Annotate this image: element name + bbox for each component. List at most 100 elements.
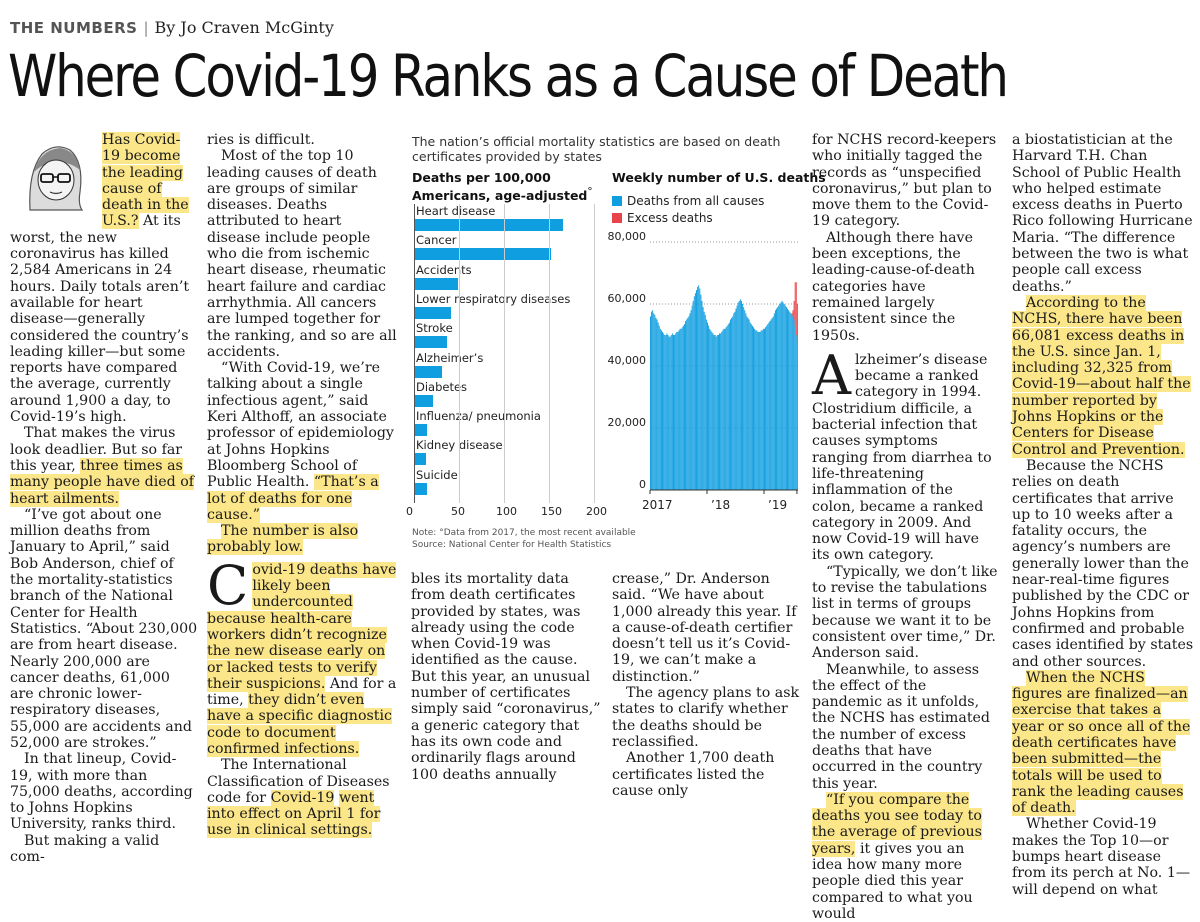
weekly-bar [683, 324, 685, 490]
weekly-bar [788, 310, 790, 490]
weekly-bar [676, 331, 678, 490]
x-tick-label: 100 [496, 505, 517, 518]
bar [414, 277, 459, 290]
weekly-bar [735, 308, 737, 490]
weekly-bar [721, 331, 723, 490]
weekly-bar [655, 317, 657, 490]
weekly-bar [767, 324, 769, 490]
weekly-bar [791, 314, 793, 490]
article-paragraph: When the NCHS figures are finalized—an e… [1012, 669, 1196, 817]
bar [414, 248, 551, 261]
weekly-bar [739, 299, 741, 490]
author-portrait-icon [29, 146, 84, 211]
weekly-bar [659, 328, 661, 490]
y-tick-label: 0 [639, 478, 646, 491]
y-tick-label: 60,000 [608, 292, 647, 305]
weekly-bar [697, 286, 699, 490]
weekly-bar [745, 313, 747, 490]
drop-cap: A [812, 343, 851, 407]
weekly-bar [650, 316, 651, 490]
weekly-bar [789, 311, 791, 490]
weekly-bar [761, 330, 763, 490]
weekly-bar [679, 328, 681, 490]
weekly-bar [744, 310, 746, 490]
weekly-bar [731, 317, 733, 490]
weekly-bar [722, 330, 724, 490]
weekly-bar [776, 308, 778, 490]
bar-label: Suicide [416, 467, 458, 482]
weekly-bar [755, 330, 757, 490]
bar [414, 336, 448, 349]
weekly-bar [778, 305, 780, 490]
weekly-bar [753, 327, 754, 490]
weekly-bar [717, 335, 719, 490]
article-paragraph: “I’ve got about one million deaths from … [10, 506, 198, 751]
gridline [504, 204, 505, 503]
left-chart-title: Deaths per 100,000 Americans, age-adjust… [412, 170, 593, 204]
weekly-bar [711, 331, 713, 490]
weekly-bar [784, 305, 786, 490]
weekly-bar [779, 304, 781, 490]
weekly-bar [708, 325, 710, 490]
weekly-bar [787, 308, 788, 490]
highlight-text: According to the NCHS, there have been 6… [1012, 294, 1191, 458]
weekly-bar [726, 325, 728, 490]
weekly-bar [716, 335, 718, 490]
weekly-bar [781, 300, 783, 490]
bar [414, 453, 426, 466]
weekly-bar [794, 325, 796, 490]
weekly-bar [747, 317, 749, 490]
weekly-bar [705, 319, 707, 490]
weekly-bar [748, 319, 750, 490]
weekly-bar [691, 305, 693, 490]
x-tick-label: 150 [541, 505, 562, 518]
weekly-bar [742, 304, 744, 490]
weekly-bar [764, 328, 765, 490]
highlight-text: When the NCHS figures are finalized—an e… [1012, 669, 1191, 817]
weekly-bar [736, 305, 738, 490]
article-paragraph: “Typically, we don’t like to revise the … [812, 563, 998, 662]
chart-intro: The nation’s official mortality statisti… [412, 134, 781, 164]
legend-swatch-all [612, 196, 622, 206]
weekly-bar [701, 300, 703, 490]
x-tick-label: 0 [406, 505, 413, 518]
chart-note: Note: °Data from 2017, the most recent a… [412, 528, 636, 538]
article-paragraph: “With Covid-19, we’re talking about a si… [207, 360, 394, 523]
weekly-bar [666, 333, 668, 490]
article-paragraph: bles its mortality data from death certi… [411, 571, 601, 783]
weekly-bar [774, 310, 776, 490]
weekly-bar [772, 316, 774, 490]
weekly-bar [669, 336, 671, 490]
weekly-bar [768, 322, 770, 490]
bar-label: Stroke [416, 321, 453, 336]
weekly-bar [777, 307, 779, 490]
weekly-bar [660, 330, 662, 490]
weekly-bar [680, 328, 682, 490]
bar [414, 424, 427, 437]
article-paragraph: Another 1,700 death certificates listed … [612, 750, 775, 799]
article-paragraph: for NCHS record-keepers who initially ta… [812, 132, 997, 230]
weekly-bar [685, 321, 687, 490]
chart-source: Source: National Center for Health Stati… [412, 540, 612, 550]
weekly-bar [746, 316, 748, 490]
weekly-bar [793, 319, 795, 490]
article-paragraph: Meanwhile, to assess the effect of the p… [812, 661, 991, 792]
article-paragraph: Because the NCHS relies on death certifi… [1012, 457, 1194, 670]
byline: By Jo Craven McGinty [154, 18, 334, 37]
bar-label: Influenza/ pneumonia [416, 409, 541, 424]
x-tick-label: 200 [586, 505, 607, 518]
weekly-bar [757, 331, 759, 490]
gridline [594, 204, 595, 503]
legend-swatch-excess [612, 213, 622, 223]
weekly-bar [665, 335, 667, 490]
weekly-bar [662, 331, 664, 490]
weekly-bar [730, 319, 731, 490]
weekly-bar [709, 328, 711, 490]
article-paragraph: But making a valid com- [10, 832, 160, 866]
weekly-bar [704, 314, 706, 490]
article-paragraph: Most of the top 10 leading causes of dea… [207, 148, 397, 360]
weekly-bar [677, 331, 679, 490]
article-paragraph: The number is also probably low. [207, 523, 399, 556]
x-tick-label: 2017 [642, 498, 673, 512]
